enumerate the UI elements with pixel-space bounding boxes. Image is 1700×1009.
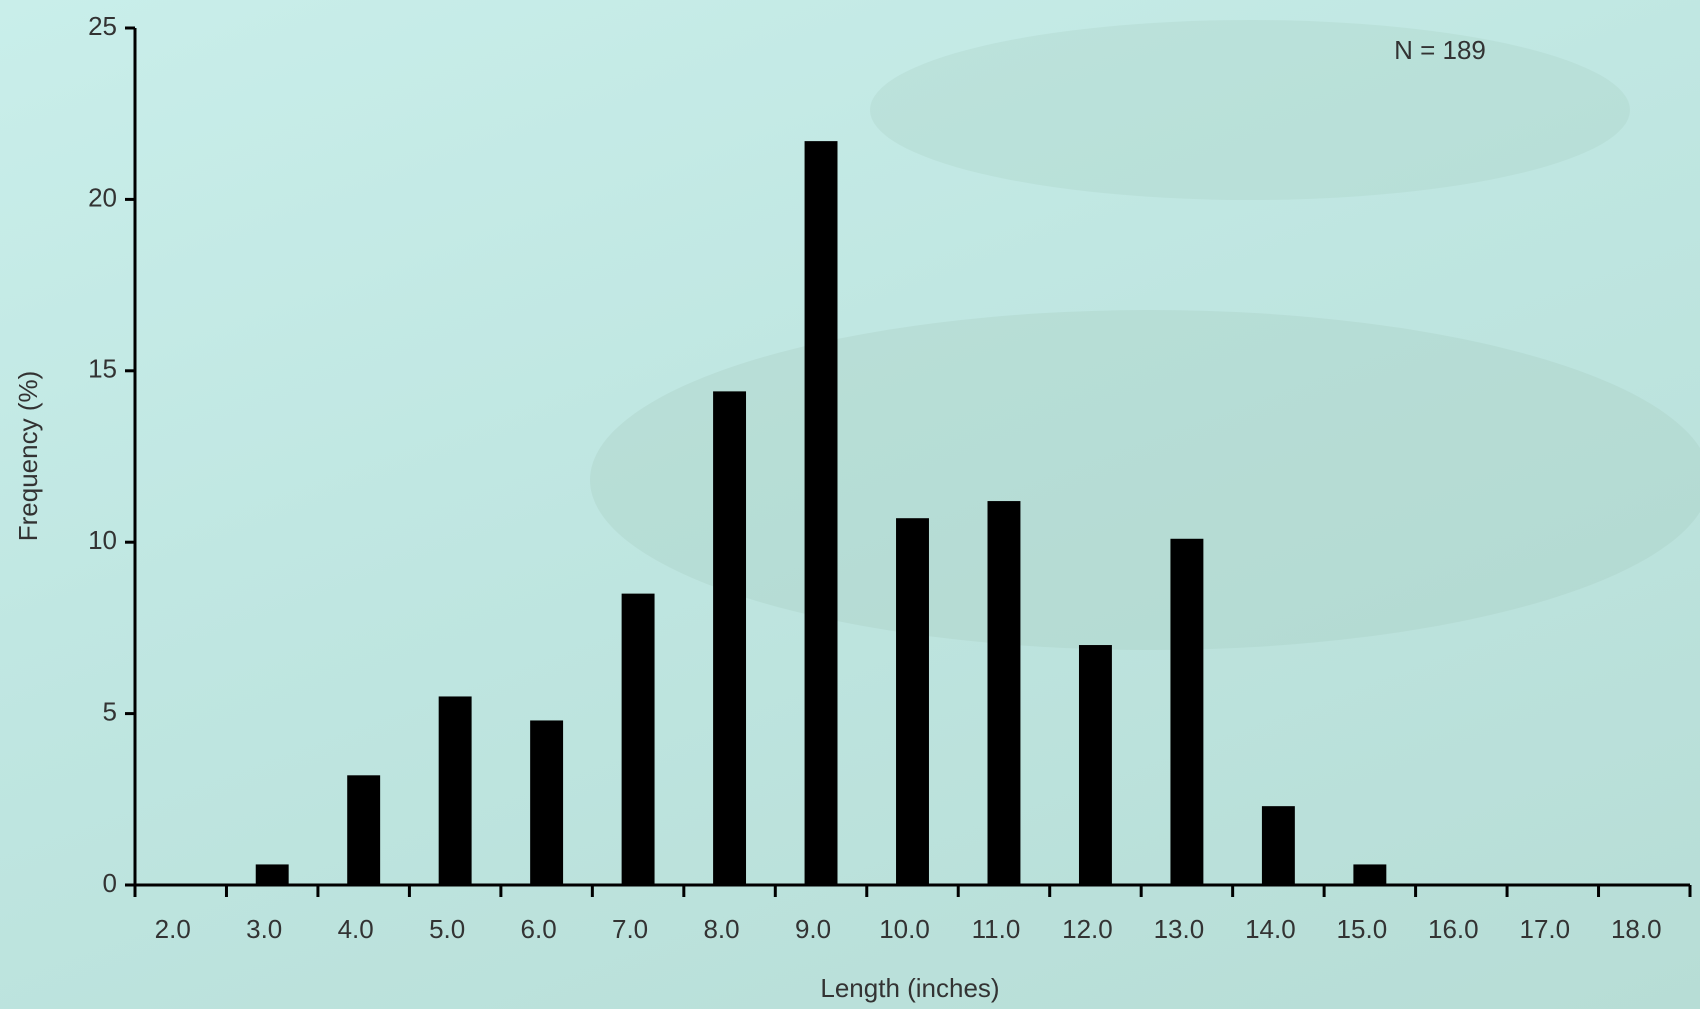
y-tick-label: 10	[88, 525, 117, 555]
x-axis-label: Length (inches)	[820, 973, 999, 1003]
x-tick-label: 3.0	[246, 914, 282, 944]
bar	[1261, 806, 1295, 885]
x-tick-label: 6.0	[521, 914, 557, 944]
x-tick-label: 11.0	[972, 914, 1021, 944]
x-tick-label: 17.0	[1519, 914, 1570, 944]
x-tick-label: 4.0	[338, 914, 374, 944]
x-tick-label: 18.0	[1611, 914, 1662, 944]
bar	[347, 775, 381, 885]
x-tick-label: 5.0	[429, 914, 465, 944]
x-tick-label: 15.0	[1337, 914, 1388, 944]
bar	[1353, 864, 1387, 885]
bar	[987, 501, 1021, 885]
background-fish	[590, 310, 1700, 650]
x-tick-label: 9.0	[795, 914, 831, 944]
bar	[255, 864, 289, 885]
x-tick-label: 7.0	[612, 914, 648, 944]
y-tick-label: 20	[88, 182, 117, 212]
x-tick-label: 13.0	[1154, 914, 1205, 944]
x-tick-label: 14.0	[1245, 914, 1296, 944]
bar	[713, 391, 747, 885]
y-axis-label: Frequency (%)	[13, 371, 43, 542]
x-tick-label: 12.0	[1062, 914, 1113, 944]
bar	[621, 593, 655, 885]
y-tick-label: 25	[88, 11, 117, 41]
y-tick-label: 5	[103, 696, 117, 726]
y-tick-label: 15	[88, 354, 117, 384]
bar	[438, 696, 472, 885]
x-tick-label: 2.0	[155, 914, 191, 944]
background-fish	[870, 20, 1630, 200]
annotation: N = 189	[1394, 35, 1486, 65]
bar	[1078, 645, 1112, 885]
y-tick-label: 0	[103, 868, 117, 898]
x-tick-label: 8.0	[703, 914, 739, 944]
x-tick-label: 10.0	[879, 914, 930, 944]
bar	[896, 518, 929, 885]
x-tick-label: 16.0	[1428, 914, 1479, 944]
bar	[804, 141, 838, 885]
bar	[530, 720, 564, 885]
bar	[1170, 538, 1204, 885]
